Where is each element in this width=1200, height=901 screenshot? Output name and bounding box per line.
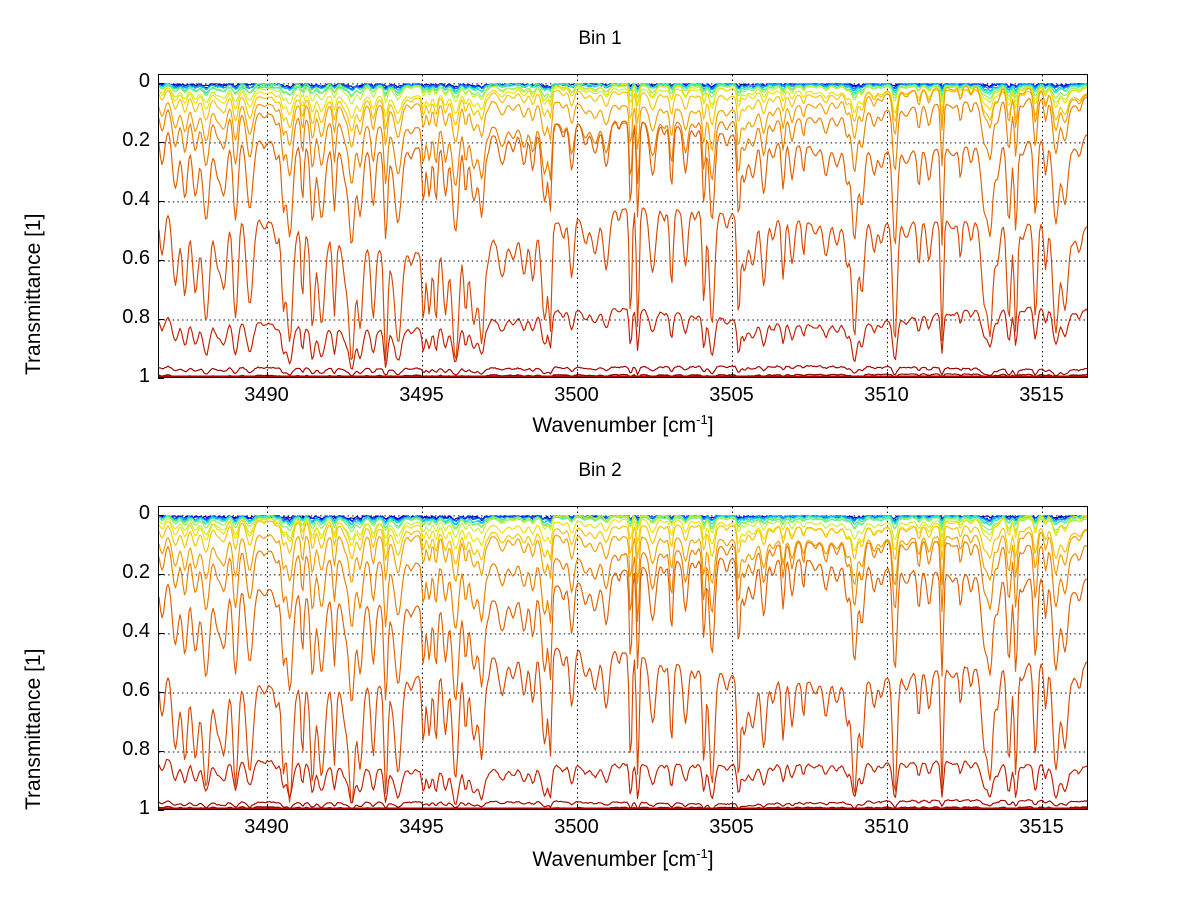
y-tick-label: 0.4 — [122, 187, 150, 210]
x-tick-label: 3500 — [554, 384, 599, 406]
x-tick-mark — [266, 372, 268, 378]
panel-title: Bin 1 — [578, 28, 622, 49]
y-tick-label: 0 — [138, 501, 150, 524]
y-axis-label: Transmittance [1] — [22, 648, 45, 810]
y-tick-label: 0.2 — [122, 128, 150, 151]
x-tick-mark — [576, 804, 578, 810]
y-tick-label: 1 — [138, 797, 150, 819]
y-tick-mark — [158, 318, 164, 320]
x-tick-mark — [1041, 372, 1043, 378]
x-tick-mark — [731, 804, 733, 810]
subplot-bin-1: Bin 1 Transmittance [1] Wavenumber [cm-1… — [0, 0, 1200, 450]
x-tick-label: 3490 — [244, 384, 289, 406]
plot-area[interactable] — [158, 74, 1088, 378]
y-tick-label: 0 — [138, 69, 150, 92]
x-tick-mark — [421, 372, 423, 378]
x-tick-label: 3510 — [864, 816, 909, 838]
x-tick-mark — [266, 804, 268, 810]
y-tick-mark — [158, 200, 164, 202]
x-tick-label: 3500 — [554, 816, 599, 838]
spectra-plot — [159, 75, 1087, 377]
y-tick-label: 0.6 — [122, 246, 150, 269]
x-tick-label: 3490 — [244, 816, 289, 838]
y-tick-mark — [158, 632, 164, 634]
subplot-bin-2: Bin 2 Transmittance [1] Wavenumber [cm-1… — [0, 450, 1200, 900]
x-tick-label: 3495 — [399, 816, 444, 838]
x-tick-mark — [886, 804, 888, 810]
y-tick-label: 0.6 — [122, 678, 150, 701]
x-axis-label: Wavenumber [cm-1] — [532, 412, 714, 437]
x-tick-mark — [886, 372, 888, 378]
x-axis-label: Wavenumber [cm-1] — [532, 846, 714, 871]
x-tick-label: 3505 — [709, 816, 754, 838]
x-tick-label: 3505 — [709, 384, 754, 406]
y-tick-mark — [158, 750, 164, 752]
y-tick-mark — [158, 259, 164, 261]
y-tick-mark — [158, 514, 164, 516]
x-tick-label: 3515 — [1019, 384, 1064, 406]
x-tick-label: 3510 — [864, 384, 909, 406]
x-tick-label: 3495 — [399, 384, 444, 406]
y-tick-label: 1 — [138, 365, 150, 387]
x-tick-mark — [731, 372, 733, 378]
y-tick-mark — [158, 691, 164, 693]
y-tick-mark — [158, 141, 164, 143]
y-tick-mark — [158, 82, 164, 84]
y-tick-mark — [158, 810, 164, 811]
x-tick-mark — [421, 804, 423, 810]
x-tick-label: 3515 — [1019, 816, 1064, 838]
panel-title: Bin 2 — [578, 460, 622, 481]
y-axis-label: Transmittance [1] — [22, 213, 45, 375]
y-tick-label: 0.8 — [122, 737, 150, 760]
y-tick-label: 0.8 — [122, 305, 150, 328]
y-tick-label: 0.2 — [122, 560, 150, 583]
plot-area[interactable] — [158, 506, 1088, 810]
y-tick-mark — [158, 378, 164, 379]
y-tick-mark — [158, 573, 164, 575]
y-tick-label: 0.4 — [122, 619, 150, 642]
spectra-plot — [159, 507, 1087, 809]
x-tick-mark — [576, 372, 578, 378]
x-tick-mark — [1041, 804, 1043, 810]
